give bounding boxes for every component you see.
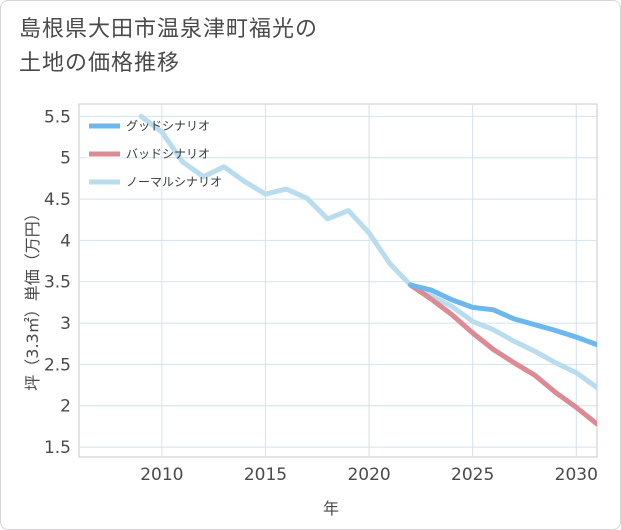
x-axis-label: 年 xyxy=(323,499,339,518)
x-tick-label: 2030 xyxy=(555,465,598,485)
y-tick-label: 3 xyxy=(60,314,71,334)
x-tick-label: 2010 xyxy=(140,465,183,485)
y-tick-label: 2.5 xyxy=(44,355,71,375)
series-line-3 xyxy=(138,113,597,391)
series-line-2 xyxy=(408,282,597,427)
x-tick-label: 2020 xyxy=(347,465,390,485)
y-tick-label: 1.5 xyxy=(44,438,71,458)
chart-grid xyxy=(78,103,598,458)
plot-area-border xyxy=(78,103,598,458)
y-tick-label: 2 xyxy=(60,397,71,417)
y-axis-ticks: 1.5 2 2.5 3 3.5 4 4.5 5 5.5 xyxy=(44,107,71,458)
x-tick-label: 2025 xyxy=(451,465,494,485)
y-tick-label: 4 xyxy=(60,231,71,251)
chart-title-line2: 土地の価格推移 xyxy=(19,51,181,76)
chart-series xyxy=(138,113,597,427)
chart-title: 島根県大田市温泉津町福光の 土地の価格推移 xyxy=(19,13,318,81)
y-tick-label: 3.5 xyxy=(44,273,71,293)
chart-title-line1: 島根県大田市温泉津町福光の xyxy=(19,17,319,42)
y-tick-label: 4.5 xyxy=(44,190,71,210)
legend-label-2: バッドシナリオ xyxy=(126,147,210,161)
y-axis-label: 坪（3.3㎡）単価（万円） xyxy=(23,205,42,390)
y-tick-label: 5.5 xyxy=(44,107,71,127)
x-axis-ticks: 2010 2015 2020 2025 2030 xyxy=(140,465,598,485)
x-tick-label: 2015 xyxy=(244,465,287,485)
legend-label-3: ノーマルシナリオ xyxy=(126,175,222,189)
legend-label-1: グッドシナリオ xyxy=(126,119,210,133)
y-tick-label: 5 xyxy=(60,149,71,169)
series-line-1 xyxy=(408,282,597,348)
